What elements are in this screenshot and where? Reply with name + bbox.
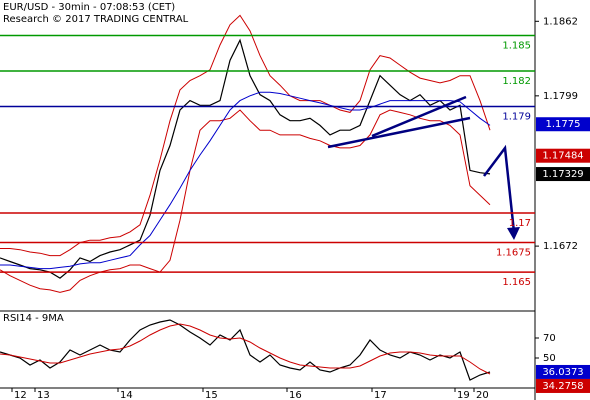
price-marker-label: 1.17329 (542, 169, 583, 180)
y-tick-label: 1.1862 (543, 16, 578, 27)
x-tick-label: 17 (374, 390, 387, 400)
price-marker (536, 364, 590, 379)
series-line (0, 109, 491, 293)
rsi-title: RSI14 - 9MA (3, 313, 64, 324)
level-label: 1.1675 (496, 248, 531, 259)
series-line (0, 319, 491, 381)
series-line (0, 323, 491, 375)
chart-title: EUR/USD - 30min - 07:08:53 (CET) (3, 2, 175, 13)
x-tick-label: 12 (14, 390, 27, 400)
level-label: 1.165 (502, 277, 531, 288)
x-tick-label: 16 (289, 390, 302, 400)
price-marker (536, 378, 590, 393)
price-marker-label: 1.1775 (546, 119, 581, 130)
price-marker-label: 34.2758 (542, 381, 583, 392)
y-tick-label: 1.1672 (543, 241, 578, 252)
price-marker (536, 167, 590, 182)
price-marker-label: 1.17484 (542, 151, 583, 162)
chart-subtitle: Research © 2017 TRADING CENTRAL (3, 14, 189, 25)
x-tick-label: 14 (120, 390, 133, 400)
arrow-head (507, 227, 520, 240)
forecast-arrow (483, 144, 516, 233)
x-tick-label: 20 (476, 390, 489, 400)
level-label: 1.182 (502, 76, 531, 87)
y-tick-label: 70 (543, 333, 556, 344)
series-line (0, 91, 491, 270)
x-tick-label: 13 (37, 390, 50, 400)
y-tick-label: 1.1799 (543, 91, 578, 102)
level-label: 1.185 (502, 40, 531, 51)
series-line (0, 38, 491, 279)
level-label: 1.179 (502, 111, 531, 122)
price-marker-label: 36.0373 (542, 367, 583, 378)
x-tick-label: 19 (457, 390, 470, 400)
x-tick-label: 15 (205, 390, 218, 400)
price-marker (536, 117, 590, 132)
y-tick-label: 50 (543, 353, 556, 364)
price-marker (536, 148, 590, 163)
level-label: 1.17 (509, 218, 531, 229)
trend-lines (327, 95, 471, 149)
